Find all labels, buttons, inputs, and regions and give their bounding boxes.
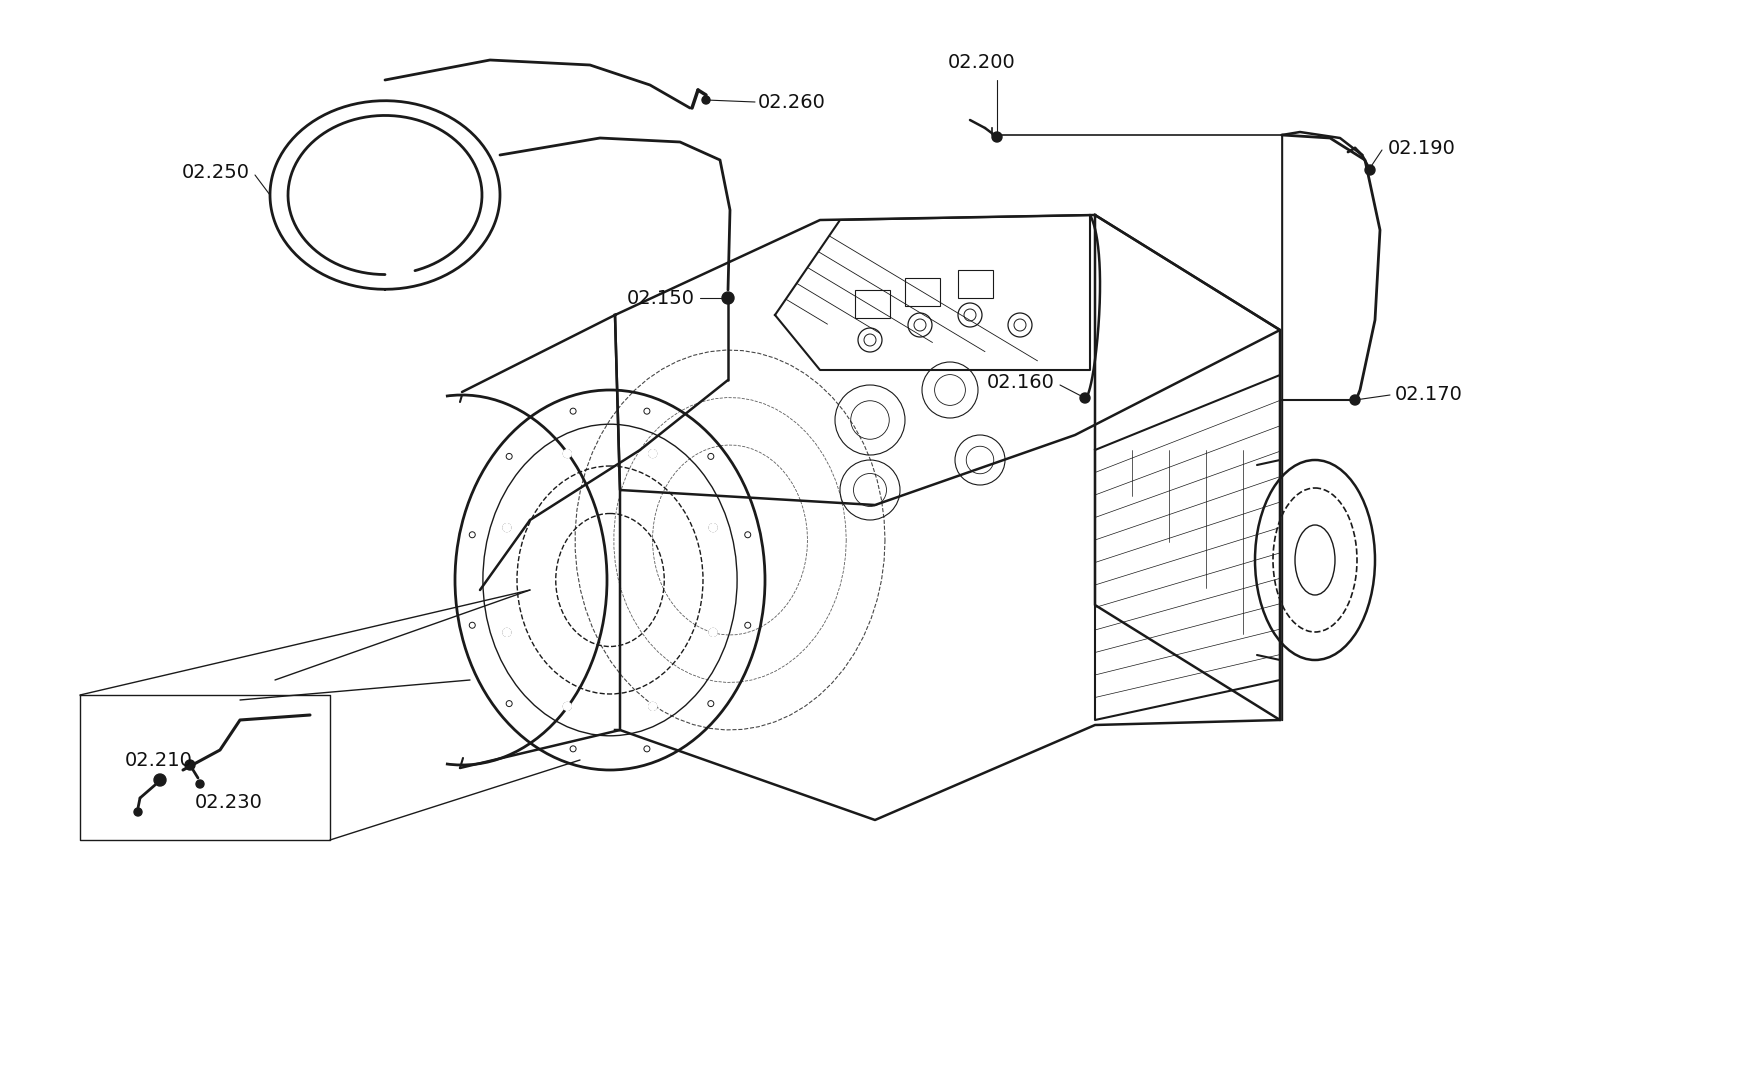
Circle shape <box>134 808 143 816</box>
Text: 02.170: 02.170 <box>1395 385 1462 404</box>
Circle shape <box>710 523 716 532</box>
Text: 02.190: 02.190 <box>1388 138 1456 157</box>
Circle shape <box>1080 393 1089 403</box>
Circle shape <box>643 408 650 414</box>
Circle shape <box>649 449 656 458</box>
Circle shape <box>1363 165 1374 175</box>
Circle shape <box>563 449 570 458</box>
Circle shape <box>503 523 511 532</box>
Circle shape <box>470 623 475 628</box>
Circle shape <box>708 701 713 706</box>
Text: 02.160: 02.160 <box>986 372 1054 392</box>
Circle shape <box>744 623 750 628</box>
Text: 02.200: 02.200 <box>948 54 1016 72</box>
Circle shape <box>649 702 656 710</box>
Circle shape <box>197 780 203 788</box>
Circle shape <box>649 702 656 710</box>
Circle shape <box>643 746 650 752</box>
Circle shape <box>155 774 165 786</box>
Circle shape <box>649 449 656 458</box>
Circle shape <box>503 628 511 637</box>
Circle shape <box>708 454 713 459</box>
Circle shape <box>710 628 716 637</box>
Circle shape <box>570 408 576 414</box>
Circle shape <box>991 132 1002 142</box>
Circle shape <box>710 628 716 637</box>
Circle shape <box>1349 395 1360 406</box>
Text: 02.260: 02.260 <box>758 92 826 111</box>
Text: 02.210: 02.210 <box>125 750 193 769</box>
Circle shape <box>503 628 511 637</box>
Text: 02.230: 02.230 <box>195 793 263 811</box>
Text: 02.150: 02.150 <box>626 289 694 307</box>
Text: 02.250: 02.250 <box>183 164 250 183</box>
Circle shape <box>563 702 570 710</box>
Circle shape <box>744 532 750 538</box>
Circle shape <box>570 746 576 752</box>
Circle shape <box>563 449 570 458</box>
Circle shape <box>722 292 734 304</box>
Circle shape <box>710 523 716 532</box>
Circle shape <box>506 701 511 706</box>
Circle shape <box>506 454 511 459</box>
Circle shape <box>563 702 570 710</box>
Circle shape <box>184 760 195 770</box>
Circle shape <box>470 532 475 538</box>
Circle shape <box>503 523 511 532</box>
Circle shape <box>701 96 710 104</box>
